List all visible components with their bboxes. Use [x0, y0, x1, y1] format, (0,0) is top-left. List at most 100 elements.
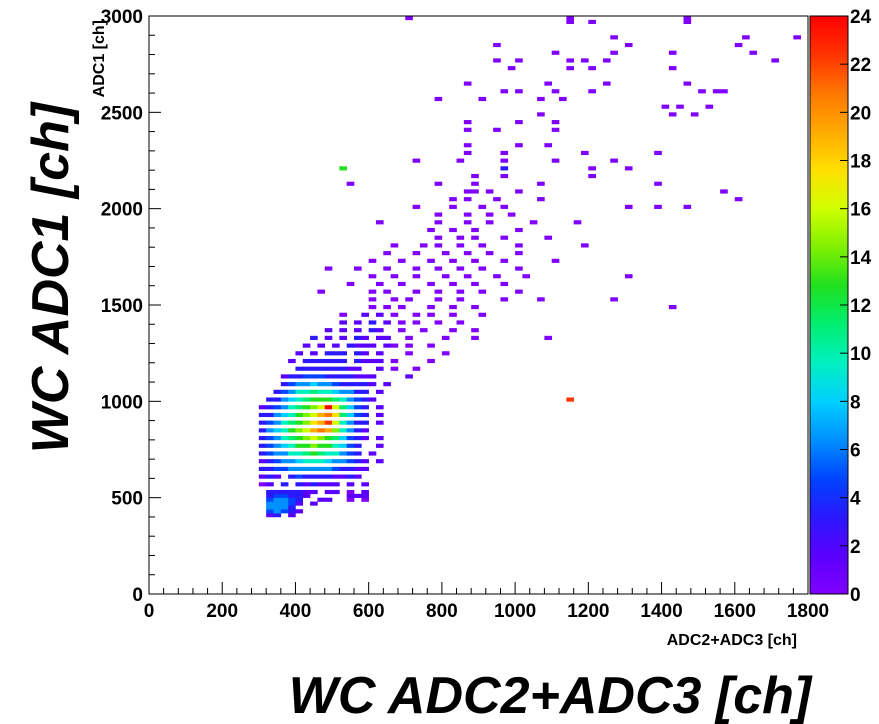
heatmap-bin: [339, 436, 347, 441]
heatmap-bin: [280, 497, 289, 502]
heatmap-bin: [493, 42, 501, 48]
heatmap-bin: [354, 374, 362, 379]
heatmap-bin: [559, 96, 567, 102]
heatmap-bin: [339, 320, 347, 325]
heatmap-bin: [405, 343, 413, 348]
y-tick-label: 2000: [101, 200, 143, 221]
heatmap-bin: [280, 505, 289, 510]
heatmap-bin: [500, 204, 509, 209]
heatmap-bin: [566, 19, 574, 24]
heatmap-bin: [324, 382, 333, 387]
heatmap-bin: [258, 474, 267, 479]
heatmap-bin: [463, 197, 472, 202]
heatmap-bin: [581, 58, 589, 63]
heatmap-bin: [273, 420, 282, 425]
heatmap-bin: [485, 189, 494, 194]
heatmap-bin: [302, 343, 311, 348]
heatmap-bin: [317, 474, 326, 479]
heatmap-bin: [441, 274, 450, 279]
heatmap-bin: [258, 428, 267, 433]
heatmap-bins: [258, 16, 801, 518]
x-tick-label: 1600: [714, 601, 756, 622]
x-axis-overlay-title: WC ADC2+ADC3 [ch]: [289, 667, 813, 724]
colorbar-tick-label: 2: [850, 537, 861, 558]
heatmap-bin: [478, 312, 487, 317]
heatmap-bin: [683, 204, 692, 209]
heatmap-bin: [566, 16, 574, 21]
heatmap-bin: [339, 358, 347, 364]
heatmap-bin: [332, 459, 340, 464]
heatmap-bin: [441, 251, 450, 256]
heatmap-bin: [295, 474, 304, 479]
heatmap-bin: [434, 320, 443, 325]
heatmap-bin: [339, 428, 347, 433]
heatmap-bin: [346, 474, 355, 479]
heatmap-bin: [485, 220, 494, 225]
heatmap-bin: [581, 150, 589, 156]
heatmap-bin: [354, 436, 362, 441]
heatmap-bin: [456, 243, 465, 248]
heatmap-bin: [324, 328, 333, 333]
heatmap-bin: [288, 436, 296, 441]
heatmap-bin: [273, 412, 282, 418]
heatmap-bin: [683, 81, 692, 86]
heatmap-bin: [419, 328, 428, 333]
heatmap-bin: [683, 16, 692, 21]
heatmap-bin: [500, 166, 509, 171]
heatmap-bin: [332, 374, 340, 379]
heatmap-bin: [332, 351, 340, 356]
heatmap-bin: [310, 482, 318, 487]
heatmap-bin: [390, 358, 399, 364]
heatmap-bin: [412, 204, 421, 209]
heatmap-bin: [295, 397, 304, 402]
heatmap-bin: [310, 389, 318, 394]
heatmap-bin: [280, 428, 289, 433]
heatmap-bin: [295, 428, 304, 433]
heatmap-bin: [354, 320, 362, 325]
heatmap-bin: [302, 443, 311, 448]
heatmap-bin: [280, 412, 289, 418]
heatmap-bin: [346, 451, 355, 456]
heatmap-bin: [280, 493, 289, 498]
heatmap-bin: [390, 297, 399, 302]
heatmap-bin: [368, 305, 377, 310]
heatmap-bin: [390, 243, 399, 248]
heatmap-bin: [361, 466, 369, 471]
heatmap-bin: [346, 443, 355, 448]
heatmap-bin: [456, 297, 465, 302]
heatmap-bin: [361, 351, 369, 356]
heatmap-bin: [295, 443, 304, 448]
heatmap-bin: [471, 328, 479, 333]
heatmap-bin: [266, 505, 274, 510]
heatmap-bin: [361, 436, 369, 441]
heatmap-bin: [346, 466, 355, 471]
y-tick-label: 3000: [101, 7, 143, 28]
heatmap-bin: [273, 501, 282, 506]
heatmap-bin: [317, 397, 326, 402]
heatmap-bin: [295, 493, 304, 498]
heatmap-bin: [273, 474, 282, 479]
heatmap-bin: [346, 281, 355, 287]
heatmap-bin: [310, 351, 318, 356]
heatmap-bin: [668, 50, 677, 55]
heatmap-bin: [390, 366, 399, 371]
heatmap-bin: [324, 436, 333, 441]
heatmap-bin: [354, 420, 362, 425]
heatmap-bin: [471, 258, 479, 263]
heatmap-bin: [266, 497, 274, 502]
heatmap-bin: [258, 443, 267, 448]
heatmap-bin: [317, 374, 326, 379]
heatmap-bin: [346, 382, 355, 387]
heatmap-bin: [346, 493, 355, 498]
x-tick-label: 800: [426, 601, 458, 622]
heatmap-bin: [332, 466, 340, 471]
heatmap-bin: [712, 89, 721, 94]
axes: 0 200 400 600 800 1000 1200 1400 1600 1800 0 500 100…: [101, 7, 829, 622]
heatmap-bin: [266, 513, 274, 518]
heatmap-bin: [368, 274, 377, 279]
heatmap-bin: [361, 459, 369, 464]
heatmap-bin: [368, 328, 377, 333]
heatmap-bin: [551, 258, 560, 263]
heatmap-bin: [324, 489, 333, 495]
